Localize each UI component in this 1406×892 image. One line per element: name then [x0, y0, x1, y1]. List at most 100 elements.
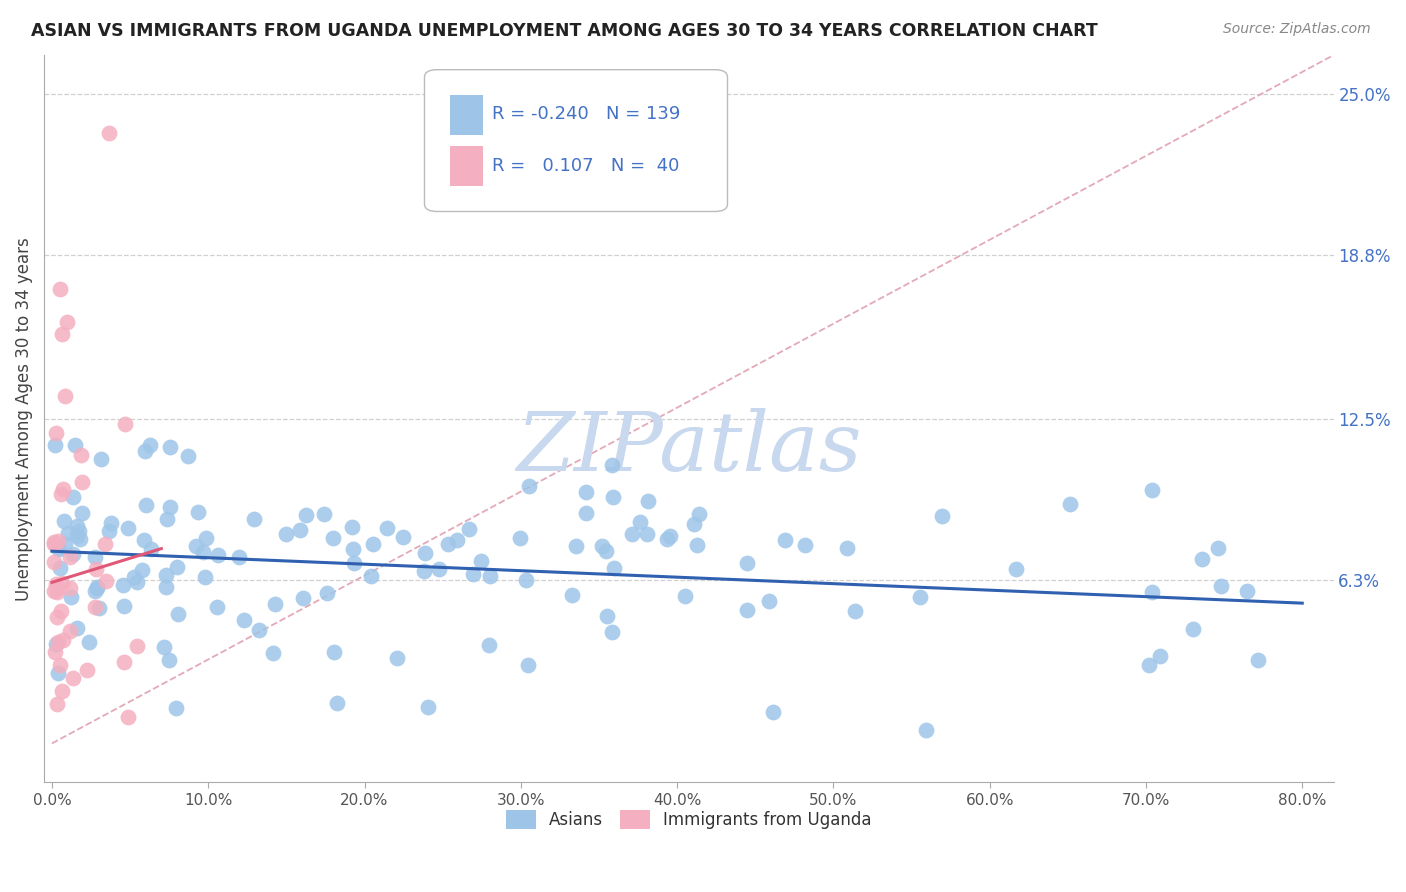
- Text: R = -0.240   N = 139: R = -0.240 N = 139: [492, 105, 681, 123]
- Point: [134, 444, 156, 458]
- Point: [207, 548, 229, 562]
- Point: [931, 508, 953, 523]
- Point: [45, 585, 67, 599]
- Point: [66, 519, 89, 533]
- Point: [1142, 483, 1164, 497]
- Point: [835, 541, 858, 556]
- Point: [243, 512, 266, 526]
- Point: [48, 282, 70, 296]
- Point: [52, 483, 75, 497]
- Point: [97, 126, 120, 140]
- Point: [343, 557, 366, 571]
- Point: [673, 589, 696, 603]
- Point: [44, 438, 66, 452]
- Point: [908, 590, 931, 604]
- Point: [1209, 579, 1232, 593]
- Point: [470, 553, 492, 567]
- Point: [446, 533, 468, 547]
- Point: [294, 508, 316, 522]
- Point: [292, 591, 315, 605]
- Point: [463, 567, 485, 582]
- Point: [596, 609, 619, 624]
- Point: [1004, 561, 1026, 575]
- Point: [478, 568, 501, 582]
- Point: [45, 577, 67, 591]
- Point: [70, 506, 93, 520]
- Point: [84, 599, 107, 614]
- Point: [138, 438, 160, 452]
- Point: [51, 684, 73, 698]
- Point: [87, 600, 110, 615]
- Point: [762, 705, 785, 719]
- Point: [42, 534, 65, 549]
- Point: [70, 475, 93, 489]
- Point: [132, 533, 155, 548]
- Point: [51, 576, 73, 591]
- Point: [773, 533, 796, 548]
- Point: [191, 544, 214, 558]
- Point: [1246, 653, 1268, 667]
- Point: [1182, 622, 1205, 636]
- Point: [322, 645, 344, 659]
- Point: [59, 590, 82, 604]
- Point: [628, 515, 651, 529]
- Point: [90, 451, 112, 466]
- Point: [53, 389, 76, 403]
- Point: [658, 529, 681, 543]
- Point: [59, 549, 82, 564]
- Point: [42, 536, 65, 550]
- Point: [114, 417, 136, 431]
- Point: [603, 560, 626, 574]
- Point: [600, 458, 623, 472]
- Point: [620, 527, 643, 541]
- Point: [44, 583, 66, 598]
- Point: [166, 560, 188, 574]
- Point: [45, 610, 67, 624]
- Point: [184, 539, 207, 553]
- Point: [157, 653, 180, 667]
- Point: [69, 533, 91, 547]
- Point: [844, 604, 866, 618]
- Point: [159, 500, 181, 514]
- Point: [688, 507, 710, 521]
- Point: [45, 698, 67, 712]
- Point: [375, 520, 398, 534]
- Point: [1059, 497, 1081, 511]
- Point: [561, 588, 583, 602]
- Point: [735, 602, 758, 616]
- Point: [1137, 657, 1160, 672]
- Point: [55, 315, 77, 329]
- Point: [112, 656, 135, 670]
- Point: [49, 604, 72, 618]
- Point: [274, 526, 297, 541]
- FancyBboxPatch shape: [425, 70, 727, 211]
- Point: [135, 498, 157, 512]
- Point: [602, 490, 624, 504]
- Point: [655, 533, 678, 547]
- Point: [418, 699, 440, 714]
- Point: [98, 524, 121, 538]
- Point: [155, 567, 177, 582]
- Point: [1236, 584, 1258, 599]
- Point: [1191, 552, 1213, 566]
- Point: [44, 645, 66, 659]
- Point: [165, 700, 187, 714]
- Point: [70, 448, 93, 462]
- Point: [288, 524, 311, 538]
- Point: [76, 663, 98, 677]
- Point: [49, 561, 72, 575]
- Point: [322, 532, 344, 546]
- Point: [59, 624, 82, 639]
- Point: [735, 556, 758, 570]
- Point: [125, 639, 148, 653]
- Point: [100, 516, 122, 531]
- Point: [360, 568, 382, 582]
- Point: [683, 517, 706, 532]
- Point: [52, 514, 75, 528]
- Point: [758, 593, 780, 607]
- Point: [117, 710, 139, 724]
- Point: [194, 569, 217, 583]
- Point: [46, 582, 69, 596]
- Point: [155, 580, 177, 594]
- Point: [48, 533, 70, 548]
